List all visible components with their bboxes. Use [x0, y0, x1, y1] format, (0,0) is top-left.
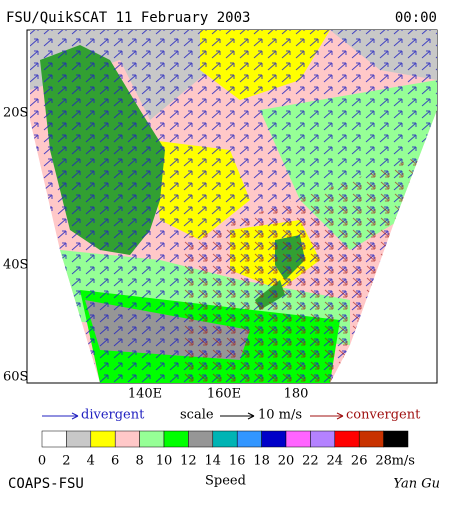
colorbar-tick: 22	[302, 454, 319, 469]
colorbar-label: Speed	[205, 474, 246, 489]
footer-left: COAPS-FSU	[8, 476, 84, 492]
color-box	[66, 430, 92, 448]
scale-value: 10 m/s	[258, 408, 302, 423]
color-box	[310, 430, 336, 448]
convergent-arrow	[310, 412, 344, 420]
title: FSU/QuikSCAT 11 February 2003	[6, 10, 250, 26]
scale-arrow	[220, 412, 255, 420]
colorbar: 0 2 4 6 8 10 12 14 16 18 20 22 24 26 28 m/s	[38, 430, 415, 469]
colorbar-tick: 20	[278, 454, 295, 469]
footer-right: Yan Gu	[393, 477, 440, 492]
lat-label: 40S	[3, 258, 28, 273]
color-box	[90, 430, 116, 448]
color-box	[358, 430, 384, 448]
color-box	[383, 430, 409, 448]
colorbar-tick: 4	[87, 454, 95, 469]
lat-label: 60S	[3, 370, 28, 385]
divergent-label: divergent	[81, 408, 145, 423]
color-box	[188, 430, 214, 448]
colorbar-tick: 8	[135, 454, 143, 469]
time: 00:00	[395, 10, 437, 26]
colorbar-tick: 28	[375, 454, 392, 469]
colorbar-tick: 12	[180, 454, 197, 469]
color-box	[285, 430, 311, 448]
colorbar-tick: 10	[156, 454, 173, 469]
color-box	[236, 430, 262, 448]
colorbar-tick: 16	[229, 454, 246, 469]
divergent-arrow	[42, 412, 79, 420]
lon-label: 180	[284, 387, 309, 402]
color-box	[139, 430, 165, 448]
lon-label: 140E	[128, 387, 162, 402]
colorbar-tick: 24	[327, 454, 344, 469]
color-box	[212, 430, 238, 448]
colorbar-tick: 26	[351, 454, 368, 469]
lat-label: 20S	[3, 106, 28, 121]
colorbar-tick: 0	[38, 454, 46, 469]
colorbar-unit: m/s	[392, 454, 415, 469]
color-box	[334, 430, 360, 448]
colorbar-tick: 2	[62, 454, 70, 469]
scale-label: scale	[180, 408, 214, 423]
convergent-label: convergent	[346, 408, 421, 423]
color-box	[261, 430, 287, 448]
color-box	[163, 430, 189, 448]
wind-map	[30, 30, 437, 383]
colorbar-tick: 14	[205, 454, 222, 469]
lon-label: 160E	[207, 387, 241, 402]
colorbar-tick: 6	[111, 454, 119, 469]
colorbar-tick: 18	[253, 454, 270, 469]
color-box	[114, 430, 140, 448]
color-box	[41, 430, 67, 448]
